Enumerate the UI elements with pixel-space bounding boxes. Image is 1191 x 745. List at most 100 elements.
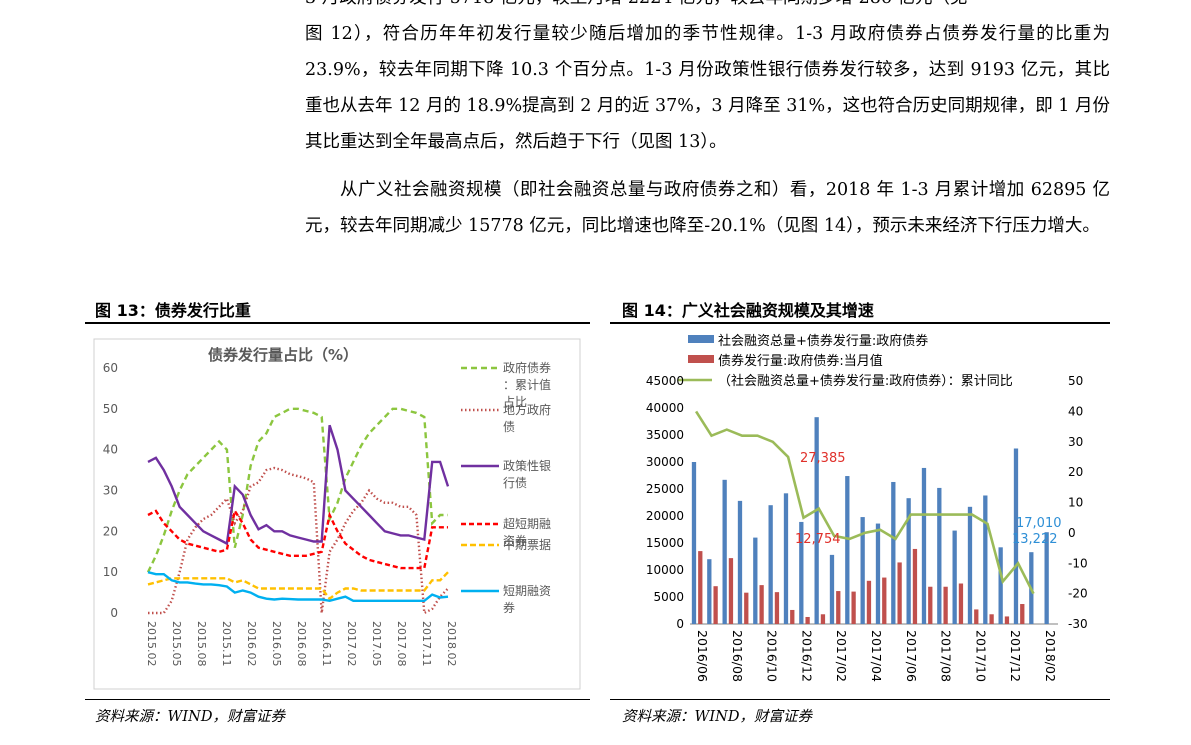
chart14-bar-total-9 [829, 554, 835, 624]
chart14-annotation-2: 13,222 [1012, 532, 1058, 547]
figure-14-top-rule [610, 322, 1110, 324]
chart13-series-4 [147, 571, 449, 601]
chart13-legend-label-0: 政府债券：累计值占比 [503, 360, 551, 409]
chart14-xtick-10: 2018/02 [1043, 630, 1058, 682]
chart13-frame [93, 338, 581, 690]
chart13-xtick-11: 2017.11 [420, 621, 433, 667]
chart14-bar-gov-10 [851, 591, 856, 624]
chart14-bar-total-6 [783, 493, 789, 624]
chart13-series-3 [147, 507, 448, 570]
chart13-series-0 [146, 407, 448, 573]
chart14-legend-label-0: 社会融资总量+债券发行量:政府债券 [718, 333, 928, 349]
chart14-yright-tick-1: -20 [1068, 587, 1088, 601]
chart14-bar-gov-17 [958, 583, 964, 624]
chart14-bar-total-2 [722, 479, 727, 624]
chart14-bar-total-20 [998, 547, 1003, 624]
chart14-bar-total-15 [921, 467, 927, 624]
chart14-bar-gov-11 [866, 580, 872, 624]
paragraph-2-body: 从广义社会融资规模（即社会融资总量与政府债券之和）看，2018 年 1-3 月累… [305, 180, 1110, 236]
chart13-xtick-12: 2018.02 [445, 621, 458, 667]
chart14-bar-gov-9 [836, 591, 841, 624]
chart14-yright-tick-2: -10 [1068, 556, 1088, 570]
chart14-bar-total-17 [952, 530, 957, 624]
chart14-yright-tick-7: 40 [1068, 404, 1083, 418]
chart14-xtick-3: 2016/12 [799, 630, 814, 682]
chart13-xtick-0: 2015.02 [145, 621, 158, 667]
figure-14-bottom-rule [610, 699, 1110, 701]
chart13-xtick-2: 2015.08 [195, 621, 208, 667]
chart14-annotation-1: 12,754 [795, 532, 841, 547]
chart13-legend-label-1: 地方政府债 [503, 402, 551, 434]
chart14-bar-total-19 [983, 495, 988, 624]
chart13-ytick-2: 20 [103, 524, 118, 538]
figure-13-source: 资料来源：WIND，财富证券 [95, 709, 285, 725]
chart14-bar-total-16 [937, 487, 942, 624]
chart-bond-issuance-share: 债券发行量占比（%） 0 10 20 30 40 50 60 2015.02 2015.05 2… [93, 338, 581, 690]
chart13-legend-label-3: 超短期融资券 [503, 516, 551, 548]
paragraph-1: 3 月政府债券发行 5718 亿元，较上月增 2224 亿元，较去年同期多增 2… [305, 0, 1110, 160]
chart14-yleft-tick-4: 20000 [646, 509, 684, 523]
chart13-series-2 [147, 424, 450, 546]
paragraph-1-line1: 3 月政府债券发行 5718 亿元，较上月增 2224 亿元，较去年同期多增 2… [305, 0, 1110, 16]
chart13-xtick-4: 2016.02 [245, 621, 258, 667]
chart13-legend-label-4: 中期票据 [503, 537, 551, 552]
chart14-bar-total-0 [691, 462, 697, 624]
chart14-xtick-5: 2017/04 [869, 630, 884, 682]
chart13-xtick-9: 2017.05 [370, 621, 383, 667]
chart14-legend-swatch-0 [688, 335, 714, 343]
chart13-xtick-10: 2017.08 [395, 621, 408, 667]
chart14-yleft-tick-7: 35000 [646, 428, 684, 442]
figure-14-caption: 图 14：广义社会融资规模及其增速 [622, 301, 874, 320]
chart14-bar-gov-21 [1020, 604, 1025, 624]
chart14-xtick-8: 2017/10 [973, 630, 988, 682]
paragraph-2: 从广义社会融资规模（即社会融资总量与政府债券之和）看，2018 年 1-3 月累… [305, 172, 1110, 244]
chart14-legend-swatch-1 [688, 355, 714, 363]
figure-13-bottom-rule [85, 699, 590, 701]
chart14-bar-total-5 [768, 505, 773, 624]
chart14-bar-total-4 [753, 537, 758, 624]
chart14-yright-tick-8: 50 [1068, 374, 1083, 388]
chart14-yleft-tick-0: 0 [676, 617, 684, 631]
chart14-xtick-9: 2017/12 [1008, 630, 1023, 682]
chart14-bar-total-14 [906, 498, 911, 624]
chart14-xtick-0: 2016/06 [695, 630, 710, 682]
chart14-legend-label-2: （社会融资总量+债券发行量:政府债券）：累计同比 [718, 373, 1013, 389]
chart14-bar-gov-18 [974, 609, 979, 624]
chart14-bar-total-3 [737, 500, 743, 624]
chart14-bar-gov-5 [774, 592, 780, 624]
chart14-bar-gov-7 [805, 616, 810, 624]
chart14-bar-gov-15 [928, 586, 933, 624]
chart14-xtick-1: 2016/08 [730, 630, 745, 682]
chart13-ytick-3: 30 [103, 484, 118, 498]
chart13-title: 债券发行量占比（%） [208, 346, 358, 364]
chart14-bar-gov-13 [897, 562, 902, 624]
chart14-bar-gov-2 [728, 558, 734, 624]
chart14-yright-tick-3: 0 [1068, 526, 1076, 540]
figure-13-caption: 图 13：债券发行比重 [95, 301, 251, 320]
figure-13-top-rule [85, 322, 590, 324]
chart13-ytick-0: 0 [110, 606, 118, 620]
chart14-bar-gov-1 [713, 586, 718, 624]
chart13-series-5 [147, 571, 449, 603]
chart13-xtick-3: 2015.11 [220, 621, 233, 667]
chart14-yleft-tick-2: 10000 [646, 563, 684, 577]
chart14-xtick-6: 2017/06 [904, 630, 919, 682]
chart14-bar-total-10 [845, 476, 850, 624]
chart14-xtick-4: 2017/02 [834, 630, 849, 682]
chart13-xtick-6: 2016.08 [295, 621, 308, 667]
chart14-yleft-tick-8: 40000 [646, 401, 684, 415]
figure-14-source: 资料来源：WIND，财富证券 [622, 709, 812, 725]
chart14-annotation-3: 17,010 [1016, 516, 1062, 531]
chart13-legend-label-5: 短期融资券 [503, 584, 551, 615]
chart14-bar-total-7 [799, 521, 804, 624]
chart13-xtick-8: 2017.02 [345, 621, 358, 667]
chart14-bar-total-23 [1044, 532, 1049, 624]
chart13-xtick-7: 2016.11 [320, 621, 333, 667]
chart13-xtick-1: 2015.05 [170, 621, 183, 667]
chart14-xtick-7: 2017/08 [939, 630, 954, 682]
chart14-bar-gov-16 [943, 586, 948, 624]
chart14-bar-total-12 [875, 523, 881, 624]
chart14-annotation-0: 27,385 [800, 451, 846, 466]
chart14-bar-total-21 [1013, 448, 1019, 624]
chart14-line-yoy [695, 410, 1035, 595]
